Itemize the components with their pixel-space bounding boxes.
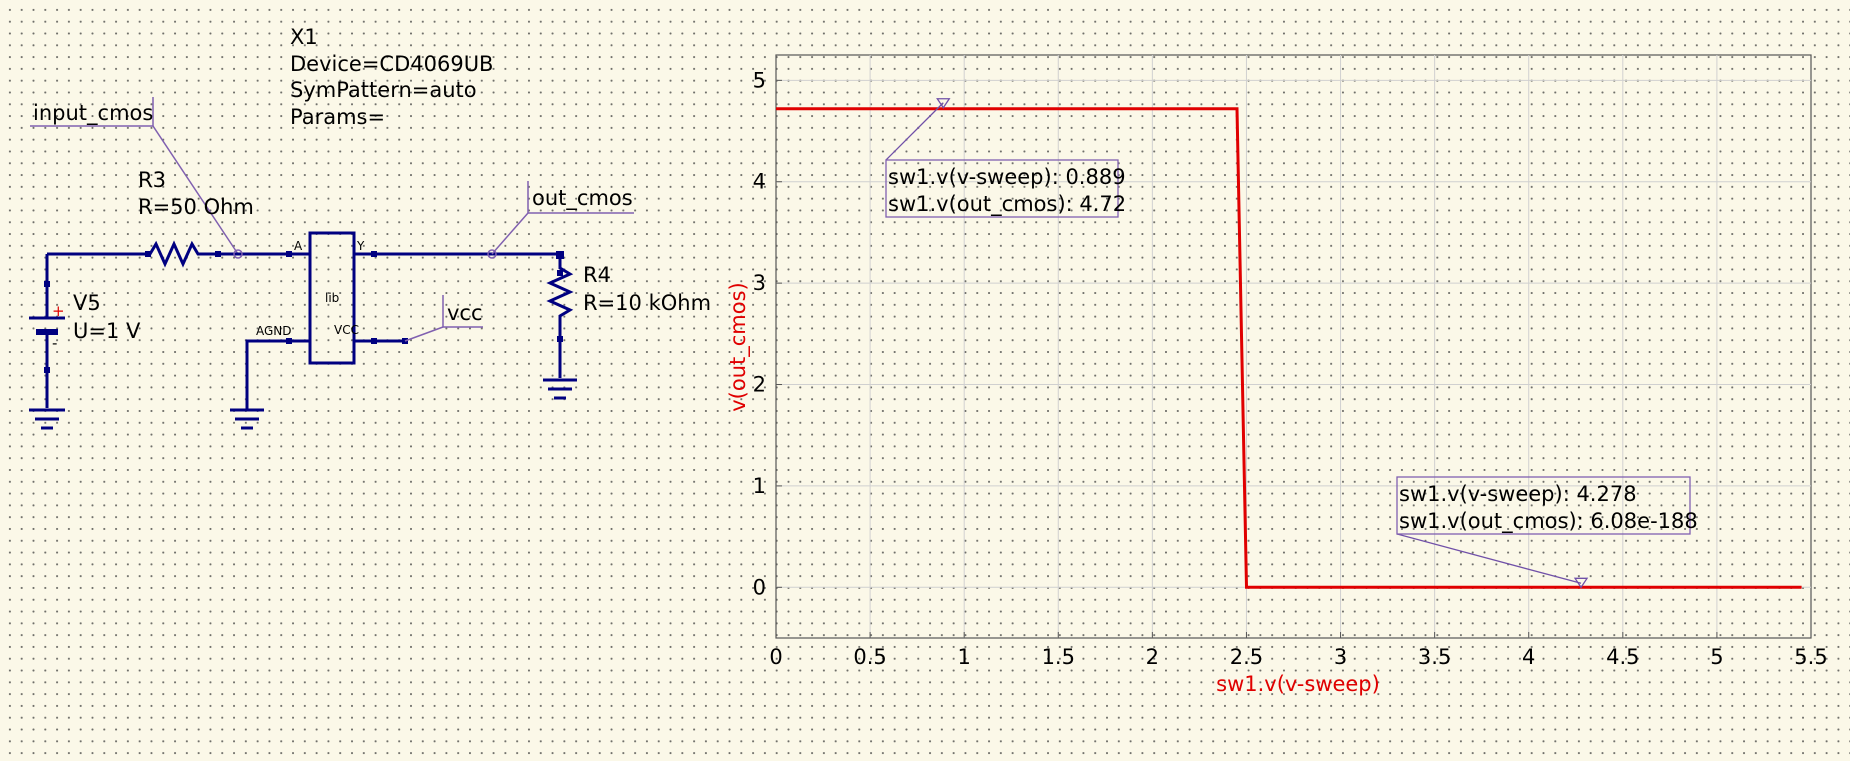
x-tick-label: 5 — [1710, 645, 1723, 669]
source-v5[interactable]: + - — [29, 254, 65, 408]
label-vcc[interactable]: vcc — [404, 295, 483, 342]
y-axis-title: v(out_cmos) — [726, 282, 751, 412]
marker-line-2: sw1.v(out_cmos): 4.72 — [888, 192, 1126, 217]
v5-plus-sign: + — [52, 302, 65, 320]
v5-name: V5 — [73, 291, 101, 315]
pin-y-label: Y — [356, 239, 365, 253]
x-tick-label: 1 — [957, 645, 970, 669]
x-tick-label: 4.5 — [1606, 645, 1639, 669]
y-tick-label: 3 — [753, 271, 766, 295]
x-tick-label: 2.5 — [1230, 645, 1263, 669]
marker-1[interactable]: sw1.v(v-sweep): 0.889 sw1.v(out_cmos): 4.… — [885, 98, 1126, 218]
device-body-label: lib — [325, 291, 339, 305]
device-x1-body[interactable]: lib A Y AGND VCC — [256, 231, 365, 365]
label-input-text: input_cmos — [33, 101, 153, 126]
output-node-marker — [487, 249, 497, 259]
x-tick-label: 1.5 — [1042, 645, 1075, 669]
v5-value: U=1 V — [73, 319, 141, 343]
marker-box — [885, 159, 1119, 218]
x-axis-title: sw1.v(v-sweep) — [1216, 672, 1380, 696]
y-tick-label: 0 — [753, 575, 766, 599]
ground-agnd — [230, 408, 264, 430]
y-tick-label: 5 — [753, 68, 766, 92]
x-tick-label: 3 — [1334, 645, 1347, 669]
series — [776, 107, 1802, 589]
markers: sw1.v(v-sweep): 0.889 sw1.v(out_cmos): 4.… — [885, 98, 1698, 589]
x-tick-label: 5.5 — [1794, 645, 1827, 669]
pin-vcc-label: VCC — [334, 323, 359, 337]
input-node-marker — [233, 249, 243, 259]
ground-v5 — [29, 408, 65, 430]
marker-line-1: sw1.v(v-sweep): 0.889 — [888, 165, 1126, 189]
device-params: Params= — [290, 105, 385, 129]
pin-a-dot — [286, 251, 292, 257]
r3-name: R3 — [138, 168, 166, 192]
pin-vcc-dot — [371, 338, 377, 344]
grid — [776, 55, 1811, 638]
label-vcc-text: vcc — [447, 301, 483, 325]
plot-frame — [775, 54, 1812, 639]
pin-agnd-label: AGND — [256, 324, 292, 338]
y-tick-label: 1 — [753, 474, 766, 498]
r3-value: R=50 Ohm — [138, 195, 254, 219]
marker-2[interactable]: sw1.v(v-sweep): 4.278 sw1.v(out_cmos): 6.… — [1396, 476, 1698, 589]
schematic: X1 Device=CD4069UB SymPattern=auto Param… — [29, 25, 711, 430]
ground-r4 — [543, 378, 577, 400]
y-tick-label: 4 — [753, 170, 766, 194]
marker-triangle — [936, 98, 951, 109]
x-tick-label: 4 — [1522, 645, 1535, 669]
pin-y-dot — [371, 251, 377, 257]
r4-value: R=10 kOhm — [583, 291, 711, 315]
x-tick-label: 2 — [1146, 645, 1159, 669]
device-sympattern: SymPattern=auto — [290, 78, 477, 102]
r4-name: R4 — [583, 263, 611, 287]
device-type: Device=CD4069UB — [290, 52, 493, 76]
series-line-1 — [776, 107, 1802, 589]
pin-agnd-dot — [286, 338, 292, 344]
x-tick-label: 3.5 — [1418, 645, 1451, 669]
resistor-r3[interactable] — [136, 240, 221, 268]
label-input-cmos[interactable]: input_cmos — [30, 97, 239, 255]
device-name: X1 — [290, 25, 318, 49]
resistor-r4[interactable] — [546, 254, 574, 378]
label-out-cmos[interactable]: out_cmos — [491, 181, 634, 255]
marker-leader — [885, 102, 944, 161]
axis-ticks: 0 0.5 1 1.5 2 2.5 3 3.5 4 4.5 5 5.5 0 1 2 3 4 5 — [753, 68, 1828, 669]
x-tick-label: 0 — [769, 645, 782, 669]
marker-line-2: sw1.v(out_cmos): 6.08e-188 — [1399, 509, 1698, 534]
wire-agnd — [245, 339, 310, 410]
pin-a-label: A — [294, 239, 303, 253]
marker-leader — [1396, 533, 1582, 584]
chart: 0 0.5 1 1.5 2 2.5 3 3.5 4 4.5 5 5.5 0 1 2 3 4 5 sw1.v(v-s… — [726, 54, 1828, 696]
svg-text:-: - — [52, 334, 57, 352]
y-tick-label: 2 — [753, 373, 766, 397]
marker-line-1: sw1.v(v-sweep): 4.278 — [1399, 482, 1637, 506]
x-tick-label: 0.5 — [853, 645, 886, 669]
marker-box — [1396, 476, 1691, 535]
label-out-text: out_cmos — [532, 186, 633, 211]
